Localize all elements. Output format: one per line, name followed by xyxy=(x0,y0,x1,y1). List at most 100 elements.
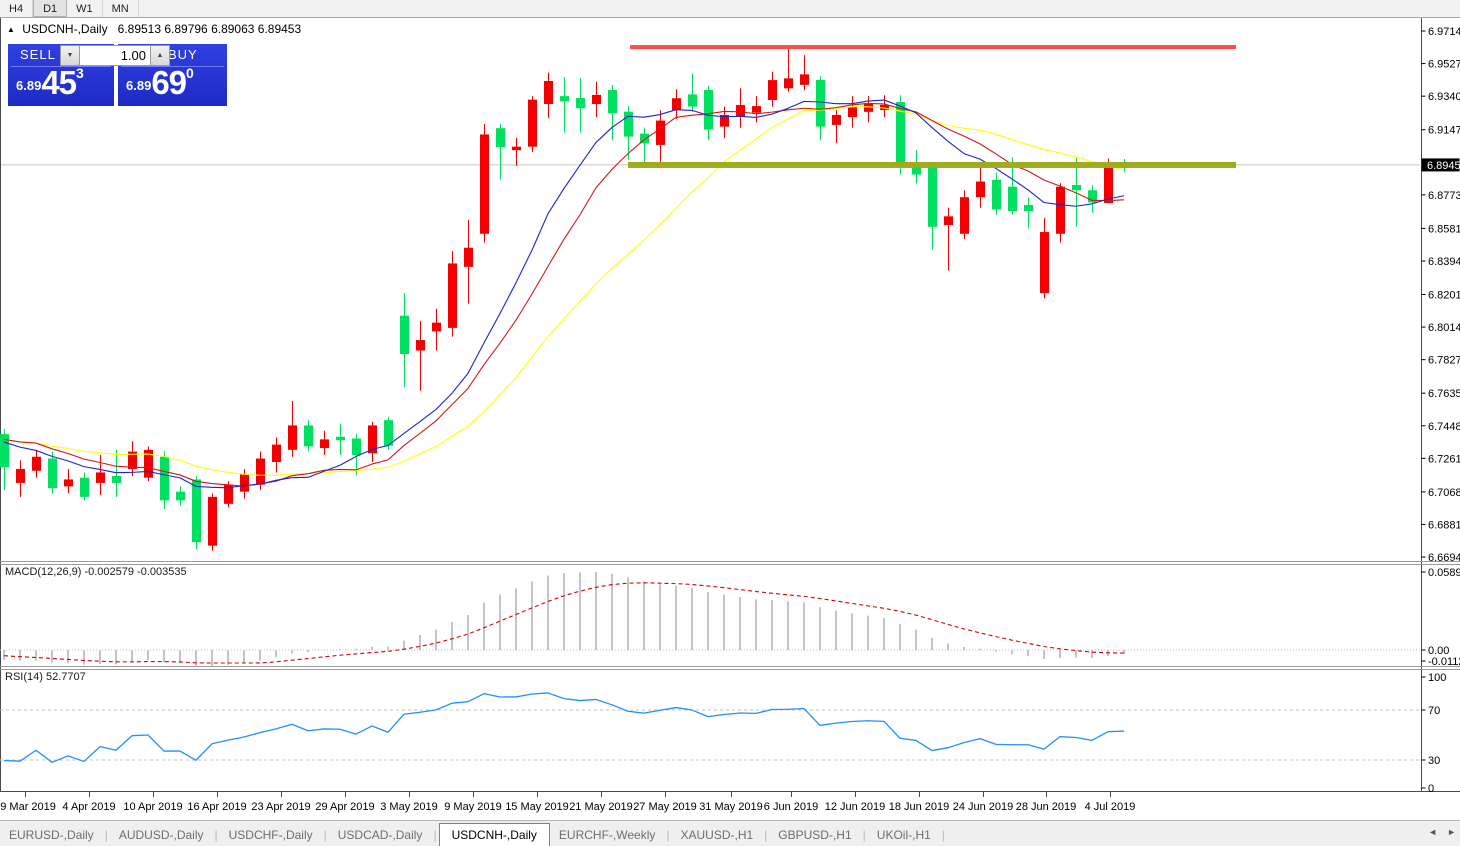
svg-text:6.87735: 6.87735 xyxy=(1428,190,1460,202)
tab-scroll-left-button[interactable]: ◄ xyxy=(1428,827,1438,837)
svg-text:24 Jun 2019: 24 Jun 2019 xyxy=(953,801,1014,813)
svg-text:10 Apr 2019: 10 Apr 2019 xyxy=(123,801,182,813)
svg-text:6.74480: 6.74480 xyxy=(1428,421,1460,433)
svg-text:6.66945: 6.66945 xyxy=(1428,552,1460,564)
volume-decrease-button[interactable]: ▼ xyxy=(60,45,80,66)
svg-text:30: 30 xyxy=(1428,755,1440,767)
sell-underline xyxy=(11,66,111,67)
macd-histogram xyxy=(3,572,1125,667)
svg-text:4 Apr 2019: 4 Apr 2019 xyxy=(62,801,115,813)
svg-text:70: 70 xyxy=(1428,705,1440,717)
chart-tab-usdchf-daily[interactable]: USDCHF-,Daily xyxy=(228,828,313,842)
tab-scroll-right-button[interactable]: ► xyxy=(1447,827,1456,837)
timeframe-button-w1[interactable]: W1 xyxy=(67,0,103,17)
current-price-tag xyxy=(1421,158,1460,172)
svg-text:29 Apr 2019: 29 Apr 2019 xyxy=(315,801,374,813)
symbol-title: ▲ USDCNH-,Daily 6.89513 6.89796 6.89063 … xyxy=(7,22,301,36)
support-line[interactable] xyxy=(628,161,1236,168)
tab-scroll-buttons: ◄ ► xyxy=(1428,827,1456,837)
panel-frames xyxy=(0,18,1460,792)
svg-text:6.82015: 6.82015 xyxy=(1428,290,1460,302)
chart-tab-eurchf-weekly[interactable]: EURCHF-,Weekly xyxy=(558,828,656,842)
price-axis[interactable]: 6.97140 6.95270 6.93400 6.91475 6.87735 6.858… xyxy=(1421,26,1460,564)
candles xyxy=(0,48,1129,551)
volume-increase-button[interactable]: ▲ xyxy=(150,45,170,66)
tab-separator: | xyxy=(433,828,437,842)
svg-text:0.00: 0.00 xyxy=(1428,645,1449,657)
svg-text:9 May 2019: 9 May 2019 xyxy=(444,801,501,813)
chart-tab-xauusd-h1[interactable]: XAUUSD-,H1 xyxy=(680,828,754,842)
buy-underline xyxy=(121,66,224,67)
buy-price-display[interactable]: 6.89690 xyxy=(126,64,194,101)
tab-separator: | xyxy=(323,828,327,842)
chart-tab-audusd-daily[interactable]: AUDUSD-,Daily xyxy=(118,828,204,842)
symbol-name: USDCNH-,Daily xyxy=(22,22,108,36)
sell-price-display[interactable]: 6.89453 xyxy=(16,64,84,101)
chart-tab-eurusd-daily[interactable]: EURUSD-,Daily xyxy=(9,828,94,842)
svg-text:6.76350: 6.76350 xyxy=(1428,388,1460,400)
ohlc-values: 6.89513 6.89796 6.89063 6.89453 xyxy=(117,22,302,36)
svg-text:23 Apr 2019: 23 Apr 2019 xyxy=(251,801,310,813)
svg-text:6.80145: 6.80145 xyxy=(1428,322,1460,334)
svg-text:6.72610: 6.72610 xyxy=(1428,453,1460,465)
tab-separator: | xyxy=(764,828,768,842)
chart-tab-ukoil-h1[interactable]: UKOil-,H1 xyxy=(876,828,931,842)
chart-tab-usdcnh-daily[interactable]: USDCNH-,Daily xyxy=(438,823,550,846)
svg-text:6.70685: 6.70685 xyxy=(1428,487,1460,499)
svg-text:4 Jul 2019: 4 Jul 2019 xyxy=(1085,801,1136,813)
svg-text:28 Jun 2019: 28 Jun 2019 xyxy=(1016,801,1077,813)
svg-text:12 Jun 2019: 12 Jun 2019 xyxy=(825,801,886,813)
svg-text:6.93400: 6.93400 xyxy=(1428,91,1460,103)
rsi-axis: 100 70 30 0 xyxy=(1421,672,1446,795)
svg-text:15 May 2019: 15 May 2019 xyxy=(505,801,569,813)
svg-text:6.78275: 6.78275 xyxy=(1428,355,1460,367)
macd-panel xyxy=(0,572,1422,667)
tab-separator: | xyxy=(104,828,108,842)
tab-separator: | xyxy=(941,828,945,842)
svg-text:6.91475: 6.91475 xyxy=(1428,125,1460,137)
svg-text:6.89453: 6.89453 xyxy=(1427,160,1460,172)
tab-separator: | xyxy=(862,828,866,842)
timeframe-toolbar: H4 D1 W1 MN xyxy=(0,0,1460,18)
price-panel xyxy=(0,45,1422,551)
svg-text:6 Jun 2019: 6 Jun 2019 xyxy=(764,801,818,813)
timeframe-button-h4[interactable]: H4 xyxy=(0,0,34,17)
rsi-panel xyxy=(0,692,1422,763)
timeframe-button-d1[interactable]: D1 xyxy=(33,0,68,17)
svg-text:29 Mar 2019: 29 Mar 2019 xyxy=(0,801,56,813)
svg-text:-0.011273: -0.011273 xyxy=(1428,656,1460,668)
chart-tab-gbpusd-h1[interactable]: GBPUSD-,H1 xyxy=(778,828,852,842)
chart-tab-usdcad-daily[interactable]: USDCAD-,Daily xyxy=(337,828,423,842)
svg-text:21 May 2019: 21 May 2019 xyxy=(569,801,633,813)
svg-text:3 May 2019: 3 May 2019 xyxy=(380,801,437,813)
svg-text:0.058954: 0.058954 xyxy=(1428,567,1460,579)
svg-text:100: 100 xyxy=(1428,672,1446,684)
svg-text:16 Apr 2019: 16 Apr 2019 xyxy=(187,801,246,813)
macd-axis: 0.058954 0.00-0.011273 xyxy=(1421,567,1460,668)
svg-text:18 Jun 2019: 18 Jun 2019 xyxy=(889,801,950,813)
svg-text:6.95270: 6.95270 xyxy=(1428,59,1460,71)
svg-text:6.85810: 6.85810 xyxy=(1428,223,1460,235)
tab-separator: | xyxy=(214,828,218,842)
resistance-line[interactable] xyxy=(630,45,1236,50)
svg-text:6.97140: 6.97140 xyxy=(1428,26,1460,38)
rsi-indicator-label: RSI(14) 52.7707 xyxy=(5,671,86,683)
volume-group: ▼ ▲ xyxy=(60,45,170,66)
svg-text:6.83940: 6.83940 xyxy=(1428,256,1460,268)
date-axis[interactable]: 29 Mar 2019 4 Apr 2019 10 Apr 2019 16 Apr 2… xyxy=(0,792,1135,813)
chart-tab-bar: EURUSD-,Daily | AUDUSD-,Daily | USDCHF-,Dail… xyxy=(0,820,1460,846)
rsi-line xyxy=(3,692,1125,763)
one-click-trade-panel: SELL BUY ▼ ▲ 6.89453 6.89690 xyxy=(8,44,227,106)
macd-signal-line xyxy=(3,582,1125,664)
timeframe-button-mn[interactable]: MN xyxy=(103,0,139,17)
tab-separator: | xyxy=(666,828,670,842)
volume-input[interactable] xyxy=(80,45,150,66)
sell-button[interactable]: SELL xyxy=(20,47,56,62)
svg-text:0: 0 xyxy=(1428,783,1434,795)
svg-text:6.68815: 6.68815 xyxy=(1428,519,1460,531)
collapse-arrow-icon[interactable]: ▲ xyxy=(7,25,15,34)
buy-button[interactable]: BUY xyxy=(168,47,198,62)
svg-text:27 May 2019: 27 May 2019 xyxy=(633,801,697,813)
